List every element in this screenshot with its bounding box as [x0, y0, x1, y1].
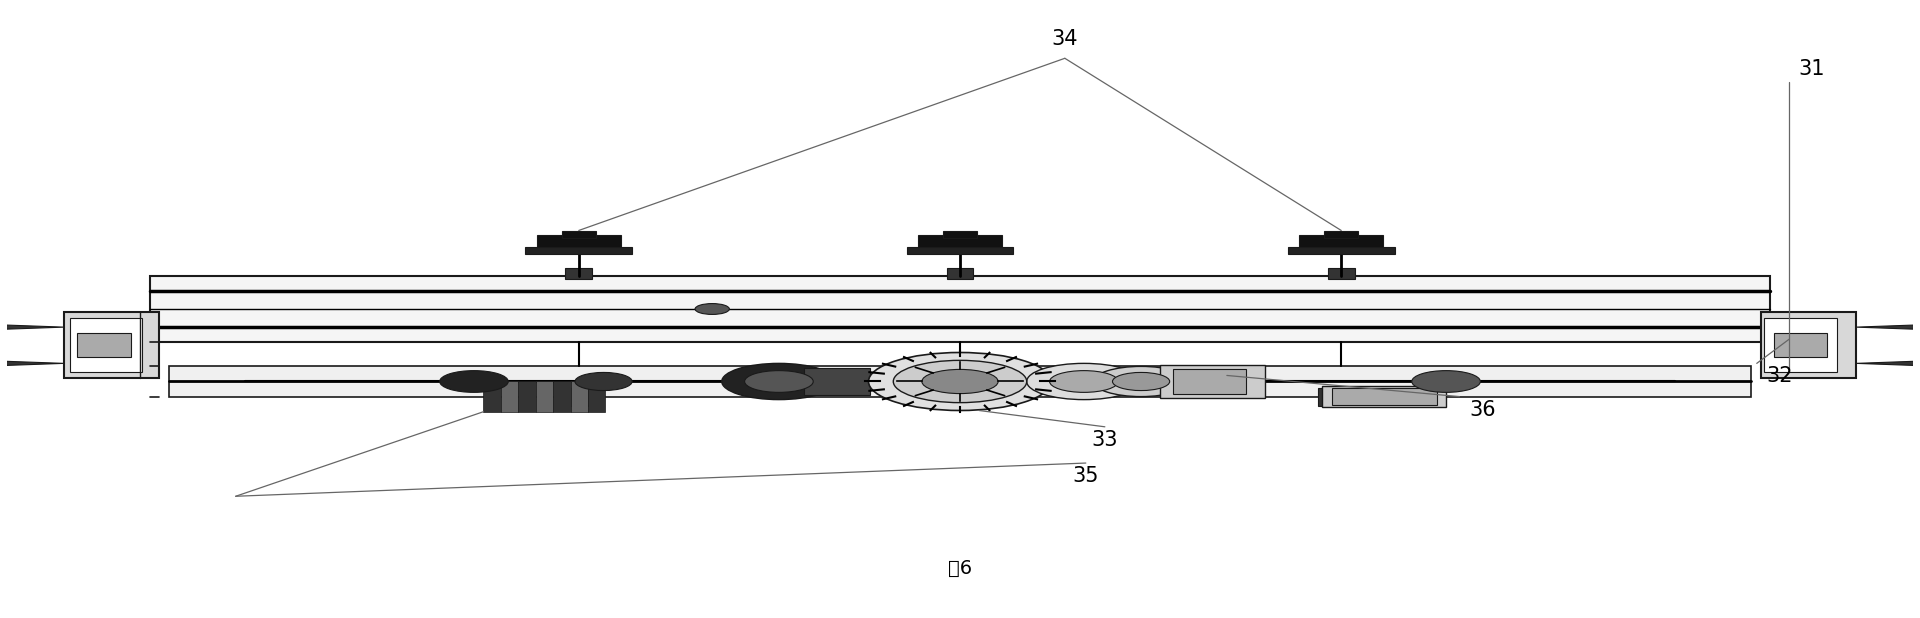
Polygon shape — [0, 324, 63, 330]
Bar — [947, 268, 973, 279]
Circle shape — [440, 371, 509, 392]
Bar — [1319, 387, 1363, 405]
Bar — [943, 231, 977, 239]
Bar — [501, 381, 518, 412]
Circle shape — [1092, 366, 1188, 397]
Bar — [563, 231, 595, 239]
Bar — [553, 381, 570, 412]
Bar — [484, 381, 501, 412]
Bar — [1761, 312, 1857, 378]
Bar — [1764, 318, 1837, 373]
Bar — [1323, 386, 1446, 407]
Circle shape — [1050, 371, 1117, 392]
Bar — [1325, 231, 1357, 239]
Bar — [1329, 268, 1356, 279]
Bar — [1160, 365, 1265, 399]
Circle shape — [695, 303, 730, 315]
Bar — [526, 247, 632, 254]
Bar — [150, 276, 1770, 342]
Bar — [1332, 388, 1436, 405]
Circle shape — [922, 370, 998, 394]
Bar — [69, 318, 142, 373]
Bar — [1173, 370, 1246, 394]
Bar — [1774, 333, 1828, 357]
Text: 33: 33 — [1092, 430, 1117, 450]
Bar — [570, 381, 588, 412]
Circle shape — [893, 360, 1027, 403]
Circle shape — [1027, 363, 1140, 400]
Bar — [804, 368, 870, 395]
Bar — [518, 381, 536, 412]
Bar — [1300, 235, 1382, 252]
Circle shape — [574, 373, 632, 391]
Text: 34: 34 — [1052, 29, 1079, 49]
Polygon shape — [1857, 324, 1920, 330]
Circle shape — [868, 352, 1052, 410]
Circle shape — [745, 371, 814, 392]
Bar — [77, 333, 131, 357]
Text: 32: 32 — [1766, 366, 1793, 386]
Bar — [588, 381, 605, 412]
Polygon shape — [1857, 361, 1920, 366]
Circle shape — [1112, 373, 1169, 391]
Circle shape — [1411, 371, 1480, 392]
Text: 图6: 图6 — [948, 559, 972, 578]
Bar — [169, 366, 1751, 397]
Circle shape — [722, 363, 835, 400]
Bar — [1288, 247, 1394, 254]
Bar — [536, 381, 553, 412]
Bar — [63, 312, 159, 378]
Text: 31: 31 — [1799, 59, 1826, 80]
Text: 36: 36 — [1469, 400, 1496, 420]
Bar — [538, 235, 620, 252]
Bar — [937, 387, 983, 405]
Bar — [906, 247, 1014, 254]
Text: 35: 35 — [1073, 466, 1098, 486]
Bar — [564, 268, 591, 279]
Polygon shape — [0, 361, 63, 366]
Bar — [557, 387, 601, 405]
Bar — [918, 235, 1002, 252]
